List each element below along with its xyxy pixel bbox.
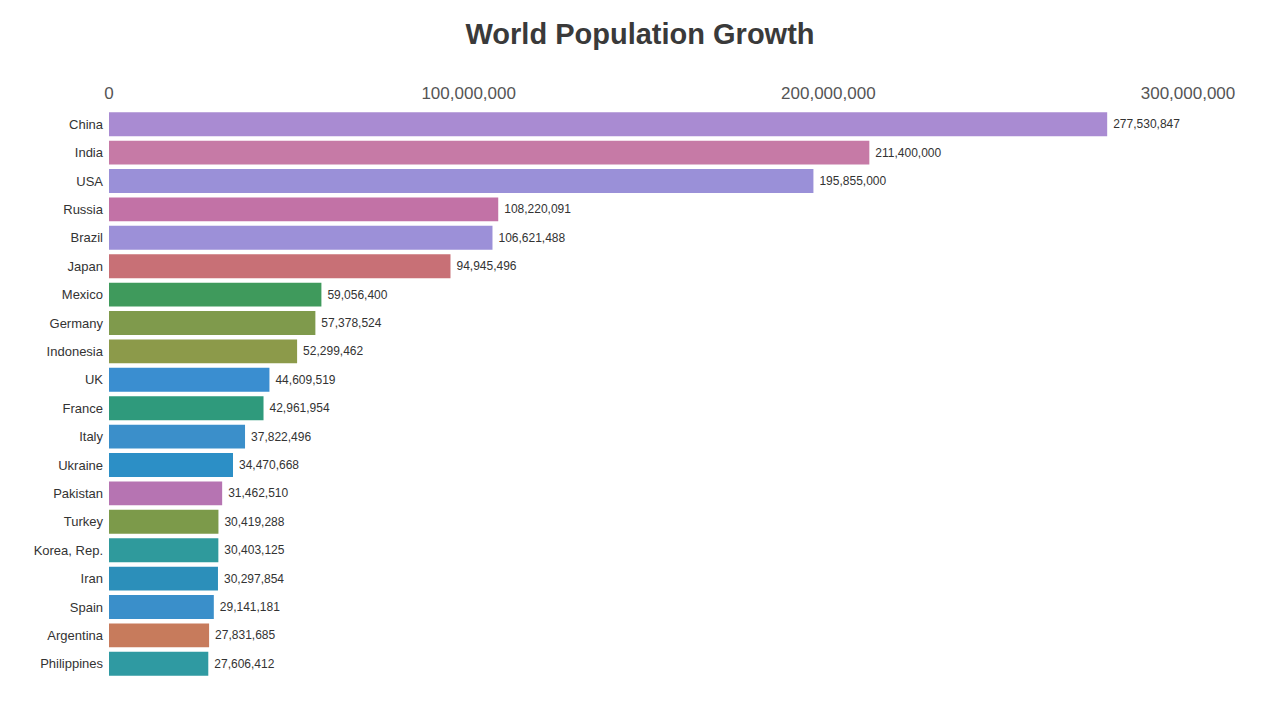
svg-text:Turkey: Turkey: [64, 514, 104, 529]
svg-text:France: France: [63, 401, 103, 416]
svg-text:94,945,496: 94,945,496: [456, 259, 516, 273]
svg-text:34,470,668: 34,470,668: [239, 458, 299, 472]
svg-text:57,378,524: 57,378,524: [321, 316, 381, 330]
svg-text:30,297,854: 30,297,854: [224, 572, 284, 586]
svg-text:30,403,125: 30,403,125: [224, 543, 284, 557]
svg-text:29,141,181: 29,141,181: [220, 600, 280, 614]
svg-text:44,609,519: 44,609,519: [275, 373, 335, 387]
svg-text:Mexico: Mexico: [62, 287, 103, 302]
svg-text:Indonesia: Indonesia: [47, 344, 104, 359]
svg-text:Spain: Spain: [70, 600, 103, 615]
svg-text:106,621,488: 106,621,488: [498, 231, 565, 245]
svg-text:Iran: Iran: [81, 571, 103, 586]
svg-text:Philippines: Philippines: [40, 656, 103, 671]
svg-text:108,220,091: 108,220,091: [504, 202, 571, 216]
svg-text:100,000,000: 100,000,000: [421, 84, 516, 103]
svg-text:Brazil: Brazil: [70, 230, 103, 245]
svg-text:UK: UK: [85, 372, 103, 387]
svg-text:59,056,400: 59,056,400: [327, 288, 387, 302]
svg-text:World Population Growth: World Population Growth: [465, 18, 814, 50]
svg-text:USA: USA: [76, 174, 103, 189]
svg-text:277,530,847: 277,530,847: [1113, 117, 1180, 131]
svg-text:42,961,954: 42,961,954: [270, 401, 330, 415]
svg-text:211,400,000: 211,400,000: [875, 146, 941, 160]
svg-text:300,000,000: 300,000,000: [1141, 84, 1236, 103]
svg-text:Italy: Italy: [79, 429, 103, 444]
svg-text:195,855,000: 195,855,000: [819, 174, 886, 188]
svg-text:0: 0: [104, 84, 113, 103]
svg-text:Russia: Russia: [63, 202, 104, 217]
svg-text:27,606,412: 27,606,412: [214, 657, 274, 671]
svg-text:Argentina: Argentina: [47, 628, 103, 643]
svg-text:Korea, Rep.: Korea, Rep.: [34, 543, 103, 558]
svg-text:27,831,685: 27,831,685: [215, 628, 275, 642]
svg-text:37,822,496: 37,822,496: [251, 430, 311, 444]
svg-text:Ukraine: Ukraine: [58, 458, 103, 473]
svg-text:31,462,510: 31,462,510: [228, 486, 288, 500]
svg-text:India: India: [75, 145, 104, 160]
svg-text:Japan: Japan: [68, 259, 103, 274]
svg-text:52,299,462: 52,299,462: [303, 344, 363, 358]
svg-text:Germany: Germany: [50, 316, 104, 331]
svg-text:Pakistan: Pakistan: [53, 486, 103, 501]
svg-text:200,000,000: 200,000,000: [781, 84, 876, 103]
svg-text:China: China: [69, 117, 104, 132]
svg-text:30,419,288: 30,419,288: [224, 515, 284, 529]
